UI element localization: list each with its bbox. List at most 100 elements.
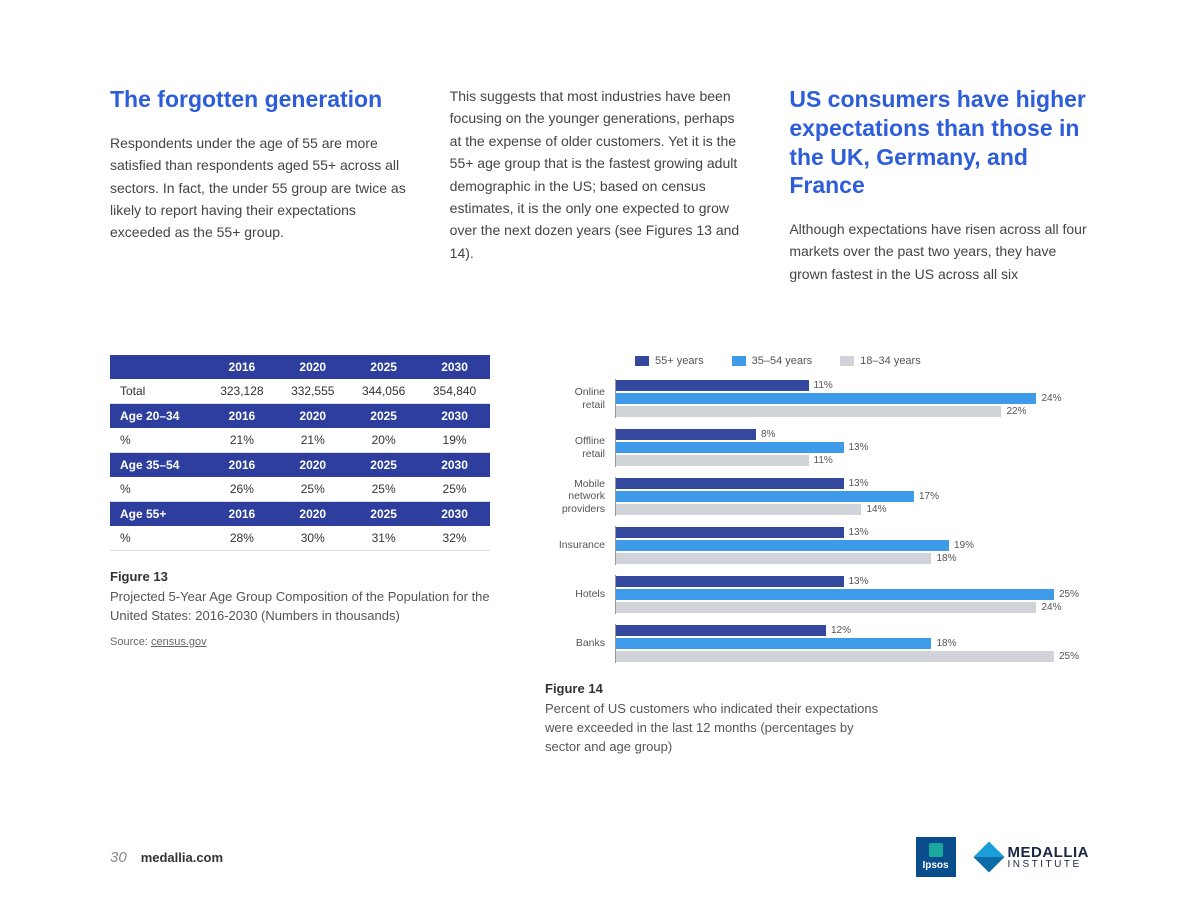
column-3: US consumers have higher expectations th…: [789, 85, 1089, 285]
chart-category-label: Onlineretail: [545, 386, 615, 411]
medallia-logo: MEDALLIA INSTITUTE: [978, 845, 1090, 870]
column-1: The forgotten generation Respondents und…: [110, 85, 410, 285]
chart-category-label: Mobilenetworkproviders: [545, 478, 615, 516]
bar: [616, 625, 826, 636]
fig13-desc: Projected 5-Year Age Group Composition o…: [110, 588, 490, 626]
bar-row: 18%: [616, 552, 1089, 565]
legend-label: 18–34 years: [860, 355, 921, 367]
fig14-label: Figure 14: [545, 681, 1089, 696]
chart-group: Mobilenetworkproviders 13% 17%14%: [545, 477, 1089, 516]
bar-value: 13%: [849, 576, 869, 587]
chart-bars: 13% 17%14%: [615, 477, 1089, 516]
bar: [616, 406, 1001, 417]
bar-row: 24%: [616, 392, 1089, 405]
bar-row: 25%: [616, 588, 1089, 601]
chart-bars: 13% 19% 18%: [615, 526, 1089, 565]
bar: [616, 429, 756, 440]
bar-row: 13%: [616, 526, 1089, 539]
bar-row: 14%: [616, 503, 1089, 516]
heading-us-consumers: US consumers have higher expectations th…: [789, 85, 1089, 200]
bar-row: 13%: [616, 575, 1089, 588]
body-col3: Although expectations have risen across …: [789, 218, 1089, 285]
footer-url: medallia.com: [141, 850, 223, 865]
bar: [616, 380, 809, 391]
bar-value: 24%: [1041, 602, 1061, 613]
heading-forgotten: The forgotten generation: [110, 85, 410, 114]
bar-value: 22%: [1006, 406, 1026, 417]
diamond-icon: [973, 841, 1004, 872]
bar-value: 24%: [1041, 393, 1061, 404]
bar-value: 25%: [1059, 589, 1079, 600]
legend-label: 35–54 years: [752, 355, 813, 367]
bar: [616, 638, 931, 649]
bar-row: 12%: [616, 624, 1089, 637]
legend-item: 35–54 years: [732, 355, 813, 367]
chart-group: Onlineretail11%24% 22%: [545, 379, 1089, 418]
top-columns: The forgotten generation Respondents und…: [110, 85, 1089, 285]
bar-row: 13%: [616, 477, 1089, 490]
bar-value: 18%: [936, 638, 956, 649]
bar-row: 8%: [616, 428, 1089, 441]
bar-value: 18%: [936, 553, 956, 564]
bar: [616, 540, 949, 551]
legend-item: 18–34 years: [840, 355, 921, 367]
bar-value: 19%: [954, 540, 974, 551]
fig13-source-prefix: Source:: [110, 636, 151, 648]
page-footer: 30 medallia.com Ipsos MEDALLIA INSTITUTE: [110, 837, 1089, 877]
bar-row: 25%: [616, 650, 1089, 663]
bar-value: 25%: [1059, 651, 1079, 662]
body-col1: Respondents under the age of 55 are more…: [110, 132, 410, 244]
bar: [616, 527, 844, 538]
bar: [616, 442, 844, 453]
chart-category-label: Offlineretail: [545, 435, 615, 460]
bar: [616, 478, 844, 489]
bar: [616, 651, 1054, 662]
bar-value: 12%: [831, 625, 851, 636]
chart-bars: 11%24% 22%: [615, 379, 1089, 418]
medallia-sub: INSTITUTE: [1008, 860, 1090, 870]
column-2: This suggests that most industries have …: [450, 85, 750, 285]
ipsos-logo: Ipsos: [916, 837, 956, 877]
chart-bars: 8%13%11%: [615, 428, 1089, 467]
bar: [616, 602, 1036, 613]
figure-14-section: 55+ years 35–54 years 18–34 years Onlinere…: [545, 355, 1089, 757]
legend-swatch: [840, 356, 854, 366]
chart-group: Insurance 13% 19% 18%: [545, 526, 1089, 565]
bar-row: 11%: [616, 379, 1089, 392]
chart-group: Banks 12% 18% 25%: [545, 624, 1089, 663]
legend-swatch: [732, 356, 746, 366]
medallia-name: MEDALLIA: [1008, 845, 1090, 860]
bar: [616, 504, 861, 515]
bar: [616, 589, 1054, 600]
fig13-source-link: census.gov: [151, 636, 207, 648]
bar: [616, 393, 1036, 404]
bar: [616, 576, 844, 587]
figure-13-section: 2016202020252030Total323,128332,555344,0…: [110, 355, 490, 757]
fig13-source: Source: census.gov: [110, 636, 490, 648]
bar-chart: Onlineretail11%24%22%Offlineretail8%13%1…: [545, 379, 1089, 663]
bar-row: 19%: [616, 539, 1089, 552]
bar-row: 13%: [616, 441, 1089, 454]
legend-label: 55+ years: [655, 355, 704, 367]
fig14-desc: Percent of US customers who indicated th…: [545, 700, 885, 757]
bar: [616, 553, 931, 564]
fig13-label: Figure 13: [110, 569, 490, 584]
bar-row: 17%: [616, 490, 1089, 503]
chart-category-label: Hotels: [545, 588, 615, 601]
bar-row: 24%: [616, 601, 1089, 614]
chart-category-label: Banks: [545, 637, 615, 650]
bar-value: 13%: [849, 527, 869, 538]
census-table: 2016202020252030Total323,128332,555344,0…: [110, 355, 490, 551]
chart-category-label: Insurance: [545, 539, 615, 552]
chart-bars: 13% 25% 24%: [615, 575, 1089, 614]
bar-value: 11%: [814, 455, 833, 466]
bar: [616, 455, 809, 466]
legend-swatch: [635, 356, 649, 366]
bar-value: 13%: [849, 478, 869, 489]
bar-row: 18%: [616, 637, 1089, 650]
bar-value: 17%: [919, 491, 939, 502]
page-number: 30: [110, 849, 127, 866]
chart-group: Offlineretail8%13%11%: [545, 428, 1089, 467]
body-col2: This suggests that most industries have …: [450, 85, 750, 264]
chart-group: Hotels 13% 25% 24%: [545, 575, 1089, 614]
